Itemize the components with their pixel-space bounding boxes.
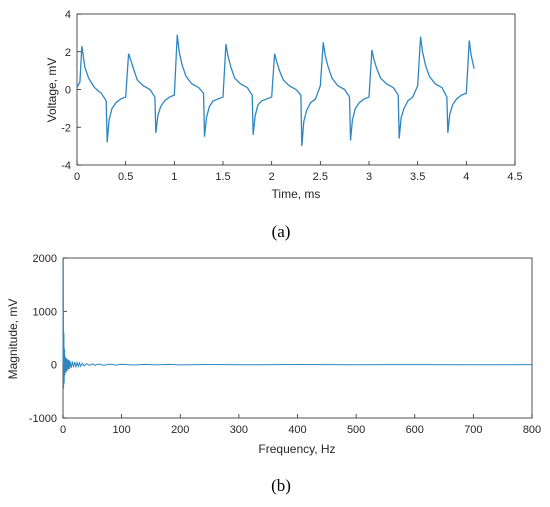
chart-a-caption: (a) xyxy=(272,222,291,241)
chart-b-xtick-label: 100 xyxy=(112,424,130,436)
chart-b-xlabel: Frequency, Hz xyxy=(258,442,335,456)
chart-b-xtick-label: 600 xyxy=(406,424,424,436)
chart-b-xtick-label: 400 xyxy=(288,424,306,436)
chart-a-ytick-label: 2 xyxy=(65,47,71,59)
chart-a-xtick-label: 4.5 xyxy=(507,171,522,183)
chart-b-ytick-label: 0 xyxy=(51,360,57,372)
chart-b-ytick-label: 1000 xyxy=(33,306,57,318)
chart-b-ytick-label: 2000 xyxy=(33,253,57,265)
chart-b: 0 100 200 300 400 500 600 700 800-1000010002000 … xyxy=(6,253,541,495)
chart-a-ytick-label: -2 xyxy=(61,122,71,134)
chart-a: 0 0.5 1 1.5 2 2.5 3 3.5 4 4.5 -4 -2 0 2 4 Time, ms Vol… xyxy=(45,9,523,241)
chart-a-series-line xyxy=(76,34,475,147)
chart-a-xtick-label: 3.5 xyxy=(410,171,425,183)
chart-a-ylabel: Voltage, mV xyxy=(45,58,59,123)
chart-b-xtick-label: 700 xyxy=(464,424,482,436)
chart-a-ytick-label: 0 xyxy=(65,85,71,97)
chart-a-xlabel: Time, ms xyxy=(272,187,321,201)
chart-a-xtick-label: 3 xyxy=(366,171,372,183)
chart-a-ytick-label: -4 xyxy=(61,160,71,172)
chart-a-xtick-label: 1.5 xyxy=(215,171,230,183)
chart-b-xtick-label: 500 xyxy=(347,424,365,436)
chart-a-xtick-label: 0 xyxy=(74,171,80,183)
chart-a-xtick-label: 2.5 xyxy=(313,171,328,183)
chart-b-ytick-label: -1000 xyxy=(29,413,57,425)
chart-b-xtick-label: 0 xyxy=(60,424,66,436)
chart-b-series-line xyxy=(62,257,533,389)
chart-a-xtick-label: 2 xyxy=(269,171,275,183)
chart-a-xtick-label: 0.5 xyxy=(118,171,133,183)
chart-b-ylabel: Magnitude, mV xyxy=(6,299,20,380)
chart-a-xtick-label: 1 xyxy=(171,171,177,183)
chart-b-xtick-label: 200 xyxy=(171,424,189,436)
chart-b-caption: (b) xyxy=(271,476,291,495)
chart-b-xtick-label: 300 xyxy=(230,424,248,436)
chart-b-frame xyxy=(62,257,533,419)
chart-b-xtick-label: 800 xyxy=(523,424,541,436)
chart-a-ytick-label: 4 xyxy=(65,9,71,21)
chart-a-xtick-label: 4 xyxy=(463,171,469,183)
